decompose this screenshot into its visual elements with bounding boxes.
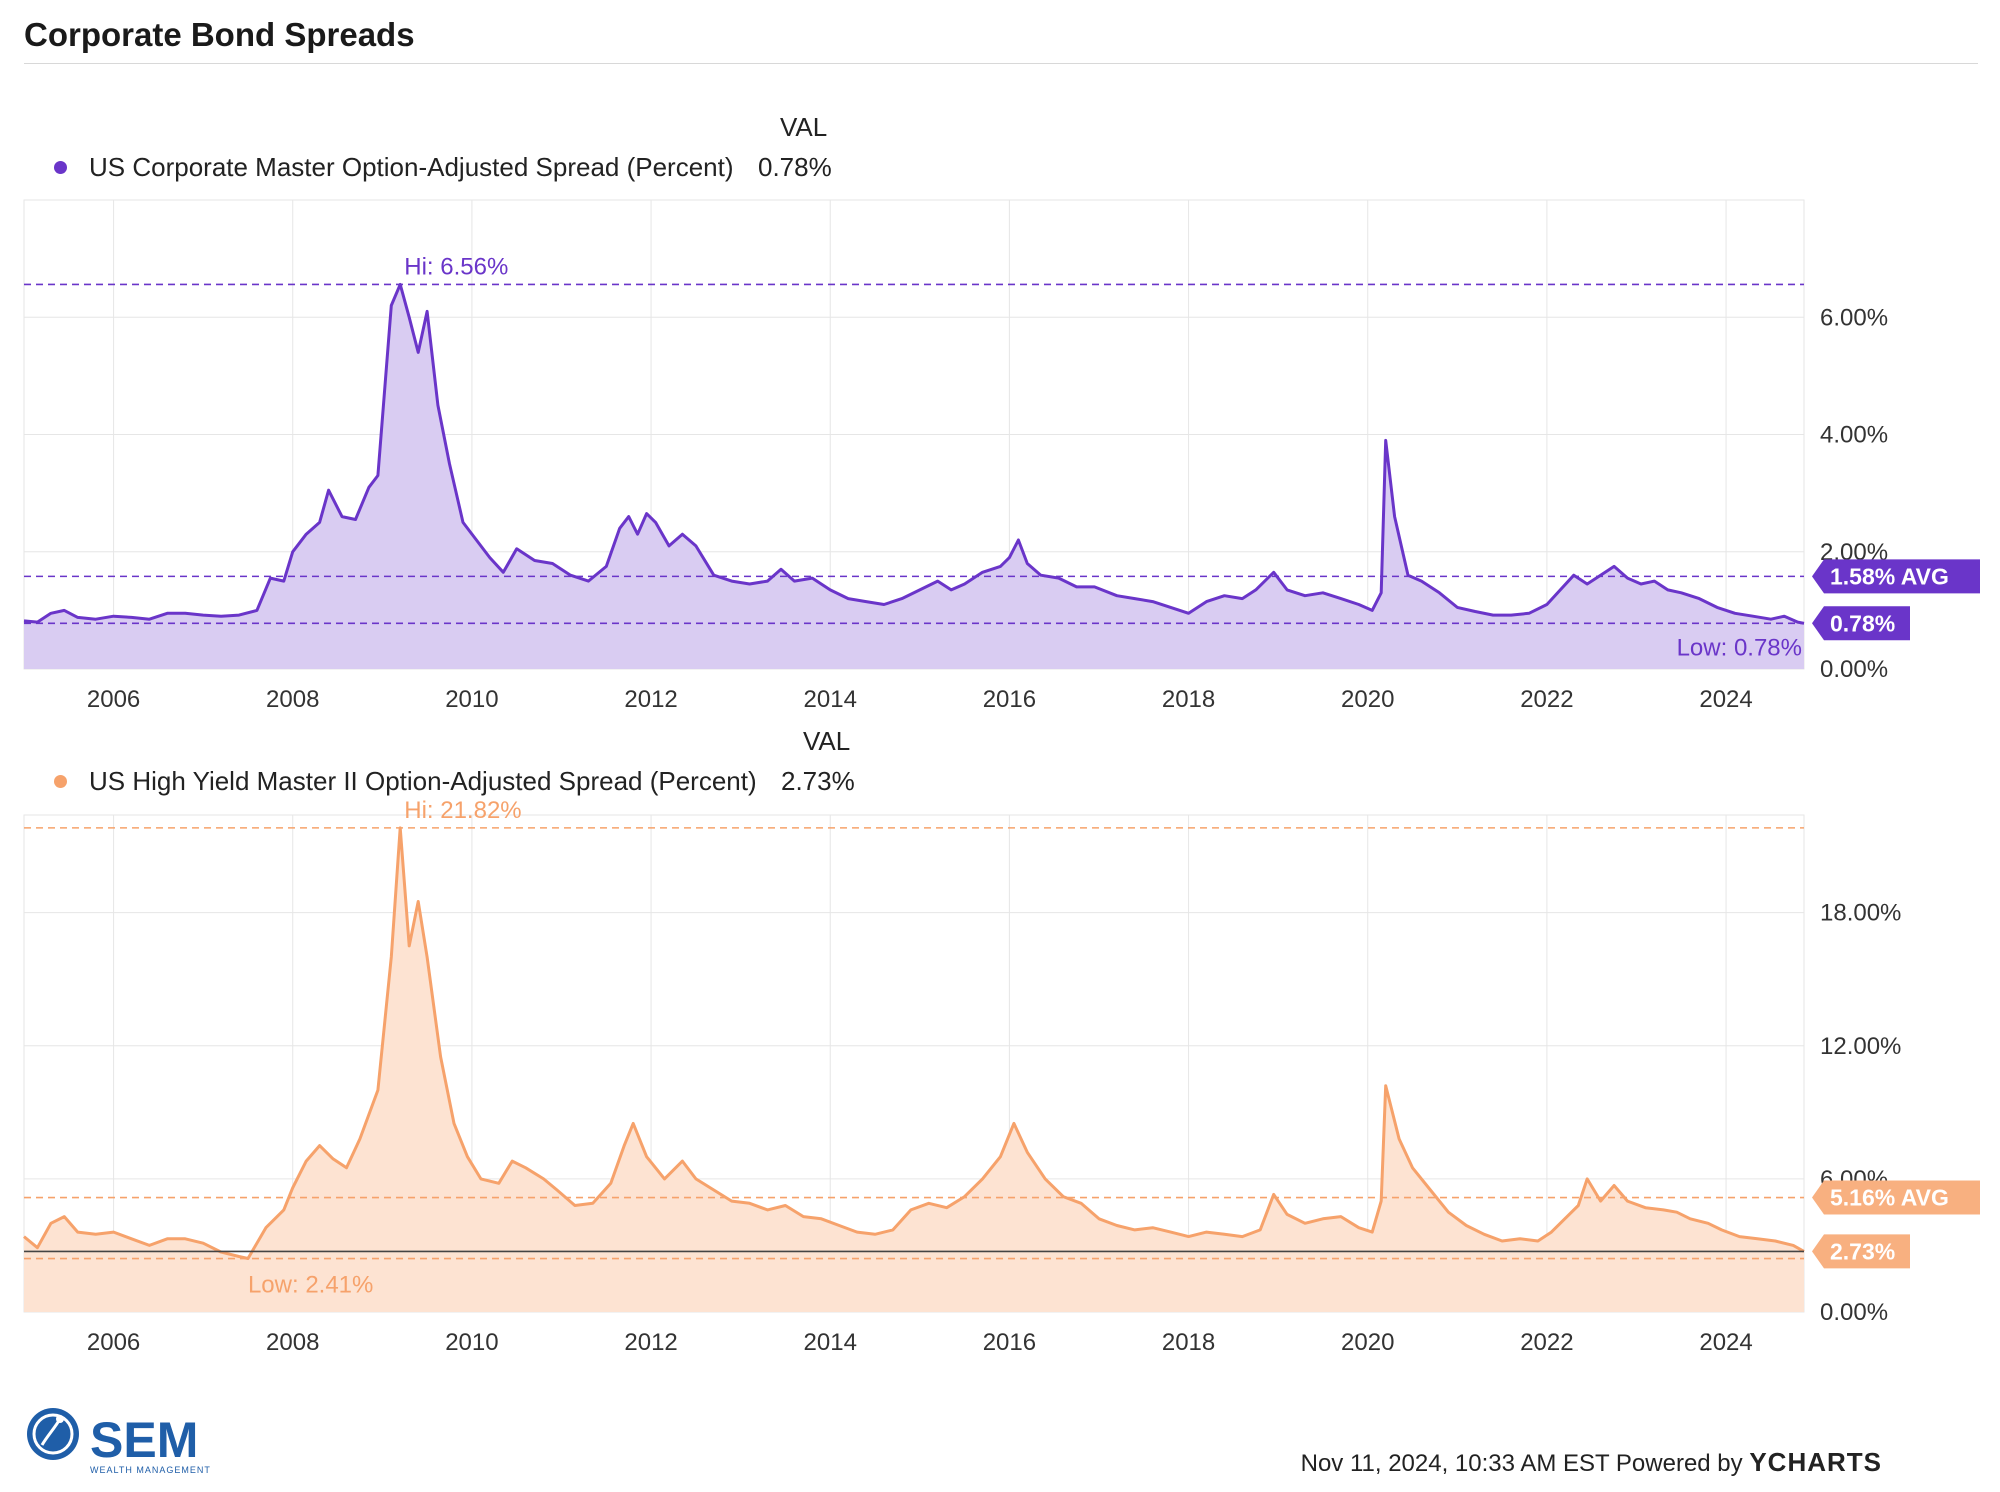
title-divider [24,63,1978,64]
high-yield-x-tick-label: 2016 [983,1329,1036,1356]
high-yield-x-tick-label: 2022 [1520,1329,1573,1356]
footer: Nov 11, 2024, 10:33 AM EST Powered by YC… [1301,1447,1882,1478]
corporate-x-tick-label: 2022 [1520,686,1573,713]
high-yield-x-tick-label: 2024 [1699,1329,1752,1356]
high-yield-x-tick-label: 2010 [445,1329,498,1356]
corporate-x-tick-label: 2016 [983,686,1036,713]
corporate-x-tick-label: 2008 [266,686,319,713]
corporate-last-tag-label: 0.78% [1830,610,1895,636]
high-yield-y-tick-label: 0.00% [1820,1299,1888,1326]
corporate-x-tick-label: 2012 [624,686,677,713]
legend-label: US Corporate Master Option-Adjusted Spre… [89,152,734,182]
corporate-hi-label: Hi: 6.56% [404,253,508,280]
corporate-x-tick-label: 2018 [1162,686,1215,713]
corporate-last-tag [1812,606,1910,641]
high-yield-last-tag [1812,1234,1910,1269]
legend-item-corporate[interactable]: US Corporate Master Option-Adjusted Spre… [54,152,734,183]
corporate-series-line[interactable] [23,282,1805,625]
footer-timestamp: Nov 11, 2024, 10:33 AM EST Powered by [1300,1450,1743,1477]
logo-text: SEM [90,1412,199,1468]
high-yield-y-tick-label: 18.00% [1820,900,1901,927]
high-yield-x-tick-label: 2014 [804,1329,857,1356]
high-yield-x-tick-label: 2008 [266,1329,319,1356]
corporate-x-tick-label: 2010 [445,686,498,713]
high-yield-x-tick-label: 2006 [87,1329,140,1356]
corporate-y-tick-label: 4.00% [1820,422,1888,449]
corporate-avg-tag [1812,559,1980,594]
val-header-1: VAL [780,112,828,142]
high-yield-low-label: Low: 2.41% [248,1272,373,1299]
sem-logo: SEM WEALTH MANAGEMENT [24,1405,210,1475]
corporate-y-tick-label: 0.00% [1820,656,1888,683]
high-yield-hi-label: Hi: 21.82% [404,797,521,824]
sem-logo-icon [27,1408,79,1460]
legend-dot-icon [54,160,67,174]
corporate-x-tick-label: 2006 [87,686,140,713]
page-title: Corporate Bond Spreads [24,16,415,53]
corporate-x-tick-label: 2024 [1699,686,1752,713]
high-yield-avg-tag [1812,1180,1980,1215]
logo-tagline: WEALTH MANAGEMENT [90,1465,211,1475]
high-yield-x-tick-label: 2012 [624,1329,677,1356]
high-yield-last-tag-label: 2.73% [1830,1238,1895,1264]
legend-dot-icon [54,774,67,788]
high-yield-area-fill [24,827,1804,1312]
corporate-avg-tag-label: 1.58% AVG [1830,563,1949,589]
high-yield-y-tick-label: 12.00% [1820,1033,1901,1060]
high-yield-avg-tag-label: 5.16% AVG [1830,1185,1949,1211]
corporate-x-tick-label: 2020 [1341,686,1394,713]
legend-label: US High Yield Master II Option-Adjusted … [89,766,757,796]
legend-item-high-yield[interactable]: US High Yield Master II Option-Adjusted … [54,766,757,797]
legend-value-high-yield: 2.73% [781,766,855,796]
corporate-spread-chart[interactable]: 2006 2008 2010 2012 2014 2016 2018 2020 2022 2024… [0,0,2000,720]
high-yield-x-tick-label: 2020 [1341,1329,1394,1356]
corporate-area-fill [24,284,1804,669]
high-yield-series-line[interactable] [23,826,1805,1260]
high-yield-spread-chart[interactable]: 2006 2008 2010 2012 2014 2016 2018 2020 2022 2024… [0,0,2000,1360]
corporate-low-label: Low: 0.78% [1677,634,1802,661]
corporate-y-tick-label: 6.00% [1820,304,1888,331]
corporate-x-tick-label: 2014 [804,686,857,713]
legend-value-corporate: 0.78% [758,152,832,182]
val-header-2: VAL [803,726,851,756]
high-yield-x-tick-label: 2018 [1162,1329,1215,1356]
ycharts-brand[interactable]: YCHARTS [1749,1447,1882,1477]
